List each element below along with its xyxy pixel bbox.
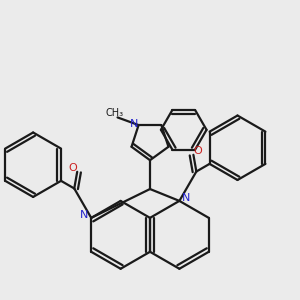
Text: CH₃: CH₃	[105, 108, 123, 118]
Text: N: N	[80, 210, 88, 220]
Text: N: N	[130, 119, 138, 129]
Text: O: O	[68, 164, 77, 173]
Text: O: O	[194, 146, 203, 156]
Text: N: N	[182, 193, 190, 203]
